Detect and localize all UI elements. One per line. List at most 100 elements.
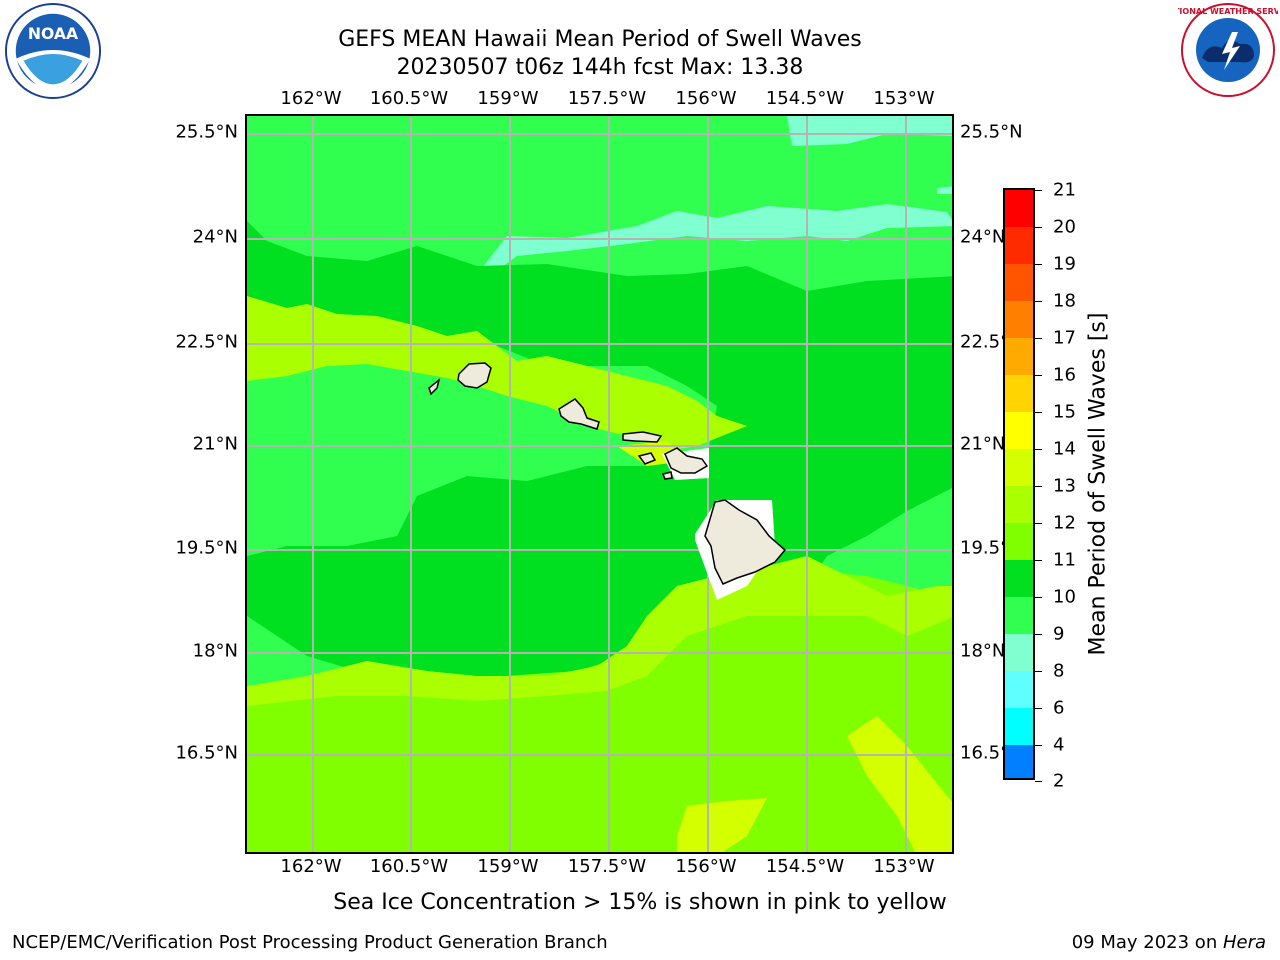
footer-date: 09 May 2023 on Hera <box>1072 932 1266 953</box>
colorbar-swatch <box>1005 412 1033 449</box>
colorbar-tick: 6 <box>1053 697 1065 719</box>
colorbar-tickmark <box>1035 708 1042 709</box>
lat-tick-left: 19.5°N <box>175 537 238 559</box>
lat-tick-left: 16.5°N <box>175 742 238 764</box>
colorbar-tickmark <box>1035 412 1042 413</box>
island-kahoolawe <box>661 471 673 480</box>
lon-tick-bottom: 154.5°W <box>765 856 845 877</box>
field-9-10-north <box>472 204 952 281</box>
colorbar-swatch <box>1005 301 1033 338</box>
footer-host: Hera <box>1222 932 1266 953</box>
lat-tick-left: 24°N <box>192 226 238 248</box>
colorbar-tickmark <box>1035 190 1042 191</box>
colorbar-tickmark <box>1035 671 1042 672</box>
lat-tick-left: 18°N <box>192 640 238 662</box>
colorbar-tickmark <box>1035 301 1042 302</box>
colorbar-tickmark <box>1035 745 1042 746</box>
footer-date-text: 09 May 2023 on <box>1071 932 1223 953</box>
island-kauai <box>457 362 492 389</box>
colorbar-tickmark <box>1035 597 1042 598</box>
noaa-logo-text: NOAA <box>28 24 79 43</box>
colorbar-tick: 14 <box>1053 438 1076 460</box>
colorbar-label: Mean Period of Swell Waves [s] <box>1085 312 1111 656</box>
colorbar-tickmark <box>1035 523 1042 524</box>
island-maui <box>664 447 709 474</box>
colorbar-tick: 15 <box>1053 401 1076 423</box>
lon-tick-top: 157.5°W <box>567 88 647 109</box>
sea-ice-note: Sea Ice Concentration > 15% is shown in … <box>0 890 1280 915</box>
island-molokai <box>622 431 663 443</box>
lat-tick-right: 18°N <box>960 640 1006 662</box>
colorbar-tickmark <box>1035 264 1042 265</box>
lon-tick-bottom: 157.5°W <box>567 856 647 877</box>
lon-tick-top: 153°W <box>873 88 935 109</box>
sea-ice-note-text: Sea Ice Concentration > 15% is shown in … <box>333 890 947 915</box>
field-9-10-top <box>787 116 952 146</box>
colorbar-tick: 21 <box>1053 179 1076 201</box>
nws-logo-text: NATIONAL WEATHER SERVICE <box>1178 7 1278 16</box>
colorbar-tickmark <box>1035 449 1042 450</box>
map-subtitle: 20230507 t06z 144h fcst Max: 13.38 <box>396 55 804 80</box>
colorbar-swatch <box>1005 264 1033 301</box>
colorbar-tick: 17 <box>1053 327 1076 349</box>
colorbar-tick: 10 <box>1053 586 1076 608</box>
colorbar-swatch <box>1005 375 1033 412</box>
island-hawaii <box>704 499 787 585</box>
swell-period-map <box>245 114 954 854</box>
colorbar-swatch <box>1005 523 1033 560</box>
nws-logo: NATIONAL WEATHER SERVICE <box>1178 3 1278 97</box>
lon-tick-top: 162°W <box>280 88 342 109</box>
colorbar-tickmark <box>1035 781 1042 782</box>
colorbar-swatch <box>1005 227 1033 264</box>
map-field <box>247 116 952 852</box>
colorbar-swatch <box>1005 449 1033 486</box>
colorbar-tick: 19 <box>1053 253 1076 275</box>
footer-credit: NCEP/EMC/Verification Post Processing Pr… <box>12 932 608 953</box>
colorbar-tickmark <box>1035 375 1042 376</box>
colorbar-tick: 9 <box>1053 623 1065 645</box>
lon-tick-bottom: 153°W <box>873 856 935 877</box>
colorbar-tick: 2 <box>1053 770 1065 792</box>
graticule <box>247 116 952 852</box>
colorbar-tick: 13 <box>1053 475 1076 497</box>
island-niihau <box>428 378 441 396</box>
field-12-13-channel <box>247 296 747 451</box>
noaa-logo: NOAA <box>4 2 102 100</box>
colorbar-tick: 18 <box>1053 290 1076 312</box>
lon-tick-bottom: 162°W <box>280 856 342 877</box>
colorbar-tick: 20 <box>1053 216 1076 238</box>
colorbar-swatch <box>1005 560 1033 597</box>
colorbar-swatch <box>1005 597 1033 634</box>
field-13-14-south <box>677 798 767 852</box>
field-12-13-south <box>247 571 952 852</box>
lat-tick-left: 22.5°N <box>175 331 238 353</box>
lat-tick-right: 25.5°N <box>960 121 1023 143</box>
map-title: GEFS MEAN Hawaii Mean Period of Swell Wa… <box>338 27 862 52</box>
colorbar-swatch <box>1005 671 1033 708</box>
lat-tick-right: 21°N <box>960 433 1006 455</box>
lon-tick-top: 160.5°W <box>369 88 449 109</box>
lon-tick-top: 154.5°W <box>765 88 845 109</box>
colorbar-tick: 8 <box>1053 660 1065 682</box>
colorbar-swatch <box>1005 338 1033 375</box>
colorbar-tickmark <box>1035 338 1042 339</box>
lat-tick-left: 25.5°N <box>175 121 238 143</box>
lon-tick-bottom: 160.5°W <box>369 856 449 877</box>
lon-tick-bottom: 159°W <box>477 856 539 877</box>
colorbar <box>1003 188 1035 780</box>
colorbar-tick: 12 <box>1053 512 1076 534</box>
colorbar-swatch <box>1005 190 1033 227</box>
island-oahu <box>558 398 600 430</box>
island-lanai <box>637 452 657 465</box>
colorbar-swatch <box>1005 708 1033 745</box>
field-12-13-edge <box>247 556 952 706</box>
field-9-10-patch <box>937 186 952 194</box>
colorbar-tickmark <box>1035 634 1042 635</box>
colorbar-swatch <box>1005 745 1033 778</box>
lon-tick-bottom: 156°W <box>675 856 737 877</box>
lat-tick-right: 24°N <box>960 226 1006 248</box>
field-13-14-southeast <box>847 716 952 852</box>
colorbar-swatch <box>1005 634 1033 671</box>
colorbar-tickmark <box>1035 227 1042 228</box>
lon-tick-top: 156°W <box>675 88 737 109</box>
